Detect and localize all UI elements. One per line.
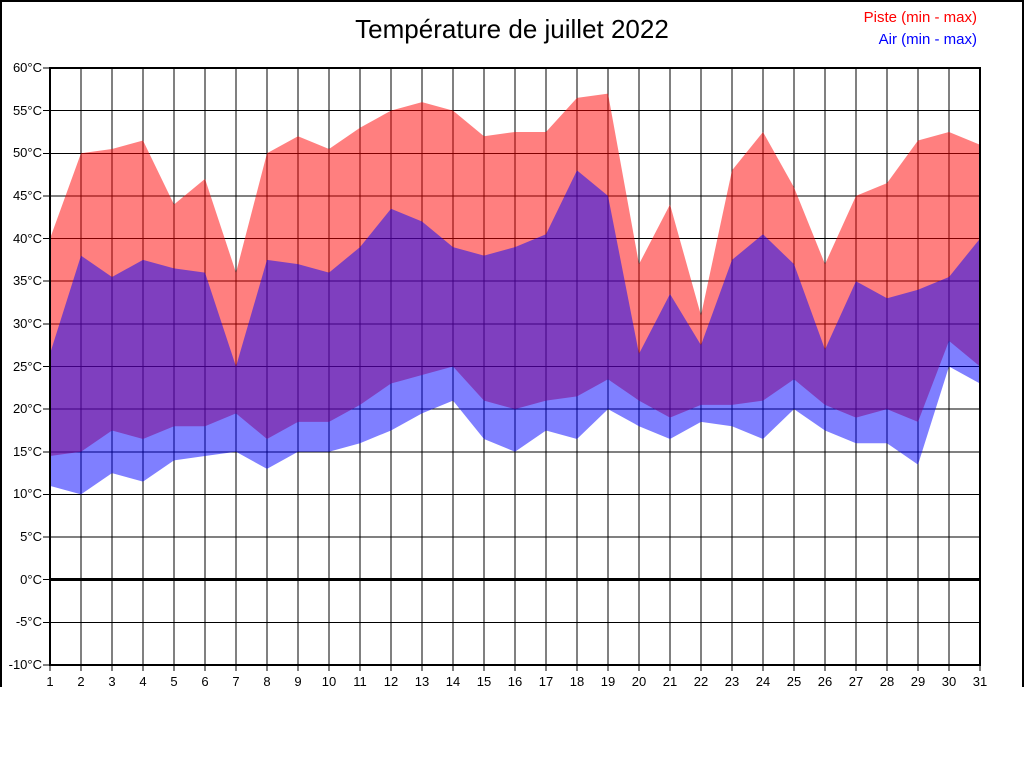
- chart-title: Température de juillet 2022: [355, 14, 669, 44]
- page-border-left: [0, 0, 2, 687]
- chart-legend: Piste (min - max) Air (min - max): [864, 7, 977, 51]
- legend-air-label: Air (min - max): [878, 31, 977, 48]
- air-minmax-band: [50, 170, 980, 495]
- page-border-right: [1022, 0, 1024, 687]
- legend-piste-label: Piste (min - max): [863, 9, 977, 26]
- page-border-top: [0, 0, 1024, 2]
